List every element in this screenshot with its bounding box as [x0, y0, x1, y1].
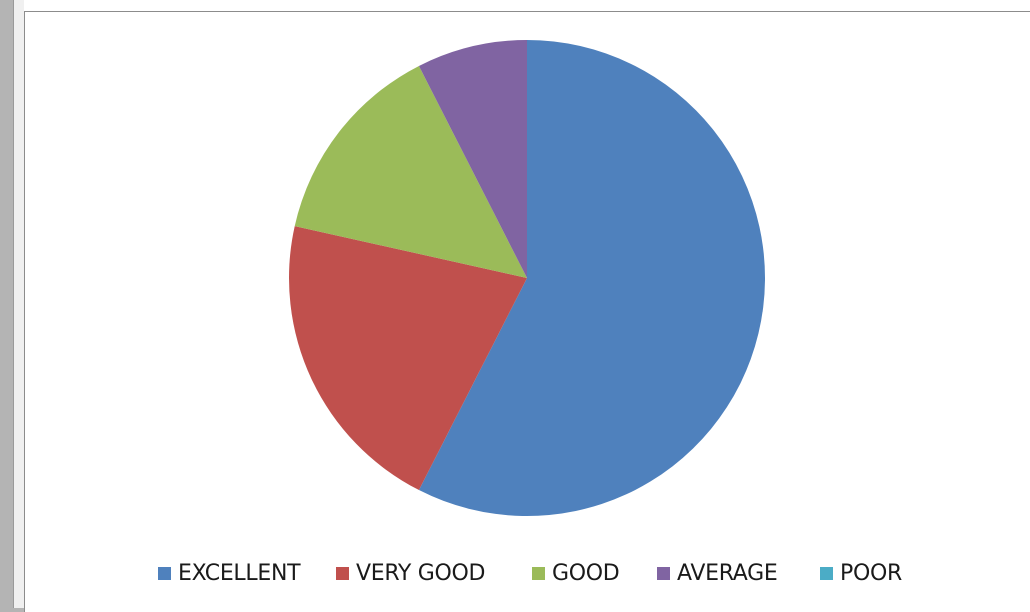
legend-item-good: GOOD: [532, 558, 620, 588]
legend-swatch-good: [532, 566, 545, 580]
legend-swatch-poor: [820, 566, 833, 580]
pie-slice-average: [418, 40, 527, 278]
legend-label-excellent: EXCELLENT: [178, 560, 301, 586]
legend-swatch-excellent: [158, 566, 171, 580]
legend-item-poor: POOR: [820, 558, 902, 588]
pie-slice-very-good: [289, 226, 527, 491]
legend-label-very-good: VERY GOOD: [356, 560, 486, 586]
legend-swatch-average: [657, 566, 670, 580]
legend-item-very-good: VERY GOOD: [336, 558, 485, 588]
legend-label-good: GOOD: [552, 560, 620, 586]
legend-label-poor: POOR: [840, 560, 902, 586]
legend-item-average: AVERAGE: [657, 558, 778, 588]
pie-slice-good: [294, 65, 527, 278]
chart-legend: EXCELLENT VERY GOOD GOOD AVERAGE POOR: [0, 558, 1030, 588]
legend-swatch-very-good: [336, 566, 349, 580]
pie-slice-excellent: [418, 40, 766, 516]
legend-item-excellent: EXCELLENT: [158, 558, 301, 588]
legend-label-average: AVERAGE: [677, 560, 778, 586]
